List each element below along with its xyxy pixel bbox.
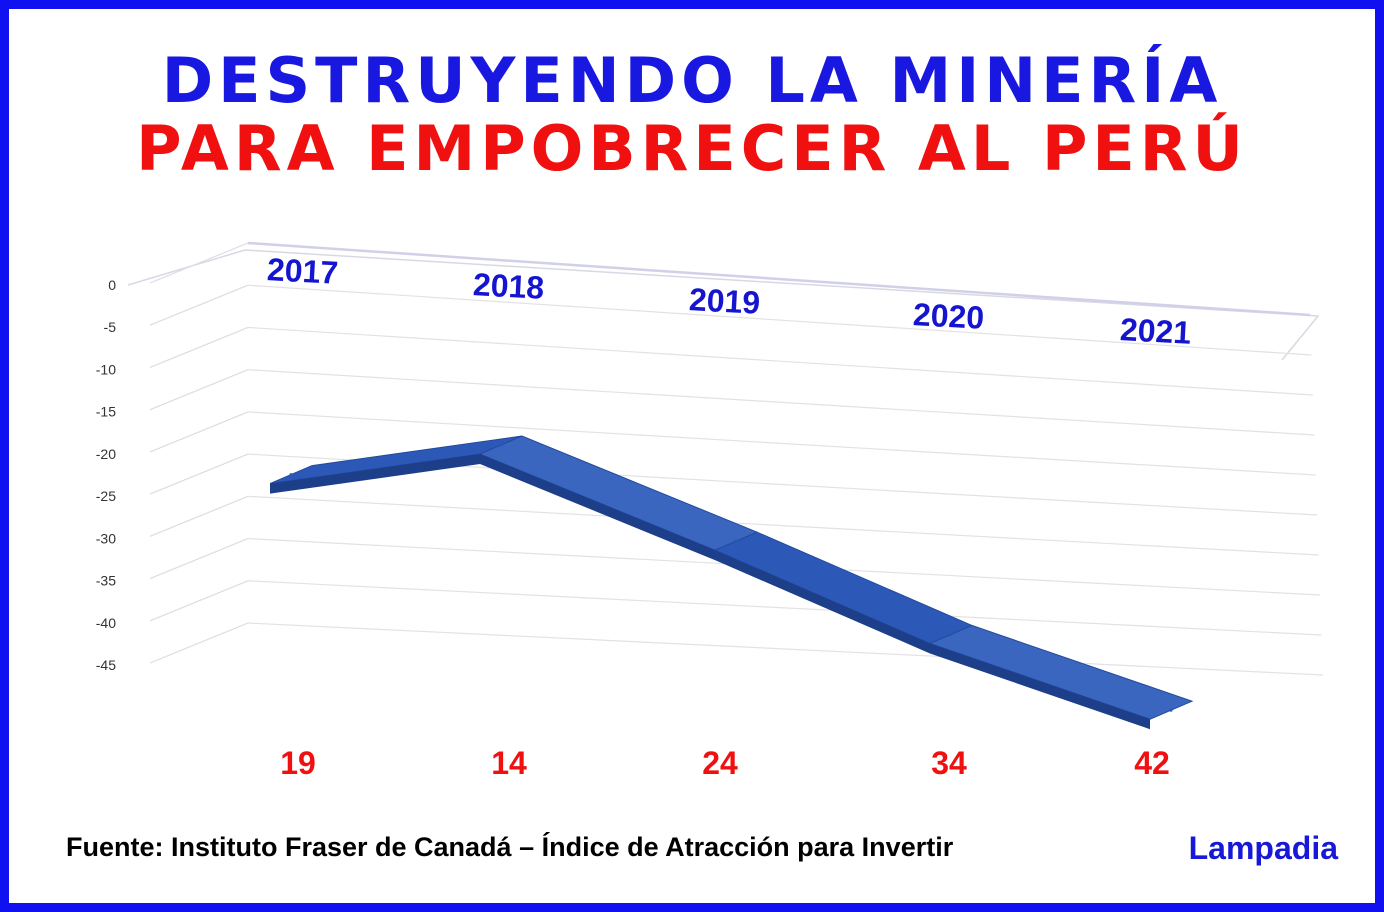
data-point [1169,708,1173,712]
gridline [247,622,1324,676]
data-point [949,632,953,636]
gridline-depth [149,580,249,622]
chart-title-line1: DESTRUYENDO LA MINERÍA [161,44,1223,117]
gridline [247,369,1315,436]
value-label: 42 [1134,745,1170,781]
gridline-depth [149,326,249,368]
gridline [247,326,1313,396]
gridline [247,284,1312,356]
chart-title-line2: PARA EMPOBRECER AL PERÚ [136,112,1248,185]
gridline-depth [149,622,249,664]
data-point [499,443,503,447]
category-label: 2021 [1119,311,1192,351]
source-note: Fuente: Instituto Fraser de Canadá – Índ… [66,832,954,862]
value-label: 24 [702,745,738,781]
gridline-depth [149,284,249,326]
data-point [289,473,293,477]
y-tick-label: -5 [104,319,117,335]
y-tick-label: -25 [96,488,116,504]
y-tick-label: -35 [96,573,116,589]
y-tick-label: -45 [96,657,116,673]
y-tick-label: -15 [96,404,116,420]
ribbon-segment-top [713,531,974,644]
ribbon-segment-front [270,454,480,494]
category-label: 2018 [472,266,545,306]
y-tick-label: -20 [96,446,116,462]
gridline-depth [149,538,249,580]
gridline [247,411,1316,476]
y-tick-label: -40 [96,615,116,631]
category-label: 2017 [266,251,339,291]
y-tick-label: -10 [96,361,116,377]
gridline-depth [149,453,249,495]
gridline-depth [149,242,249,284]
ribbon-segment-top [928,624,1194,720]
ribbon-segment-front [715,550,930,654]
gridline-depth [149,369,249,411]
value-label: 14 [491,745,527,781]
value-label: 34 [931,745,967,781]
y-tick-label: -30 [96,530,116,546]
gridline [247,580,1322,636]
gridline-depth [149,411,249,453]
brand-label: Lampadia [1188,830,1338,866]
gridline [247,495,1319,556]
ribbon-segment-top [478,435,759,551]
y-tick-label: 0 [108,277,116,293]
data-point [734,539,738,543]
gridline-depth [149,495,249,537]
ribbon-segment-front [930,643,1150,730]
category-label: 2020 [912,296,985,336]
gridline [247,241,1311,317]
value-label: 19 [280,745,316,781]
ribbon-segment-front [480,454,715,561]
category-label: 2019 [688,281,761,321]
